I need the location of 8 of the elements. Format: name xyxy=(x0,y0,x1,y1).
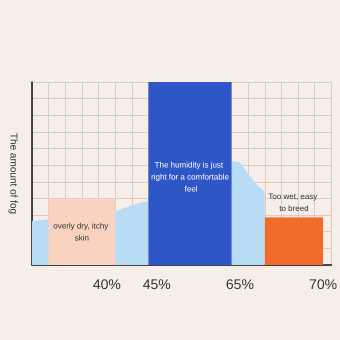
y-axis-title: The amount of fog xyxy=(8,132,18,214)
x-tick-label: 45% xyxy=(142,276,171,292)
series-label: Too wet, easy to breed xyxy=(268,192,320,213)
series-label: The humidity is just right for a comfortable feel xyxy=(151,160,230,194)
x-tick-label: 65% xyxy=(226,276,254,292)
x-tick-label: 40% xyxy=(92,276,121,292)
x-tick-label: 70% xyxy=(309,276,338,292)
series-label: overly dry, itchy skin xyxy=(53,222,110,243)
